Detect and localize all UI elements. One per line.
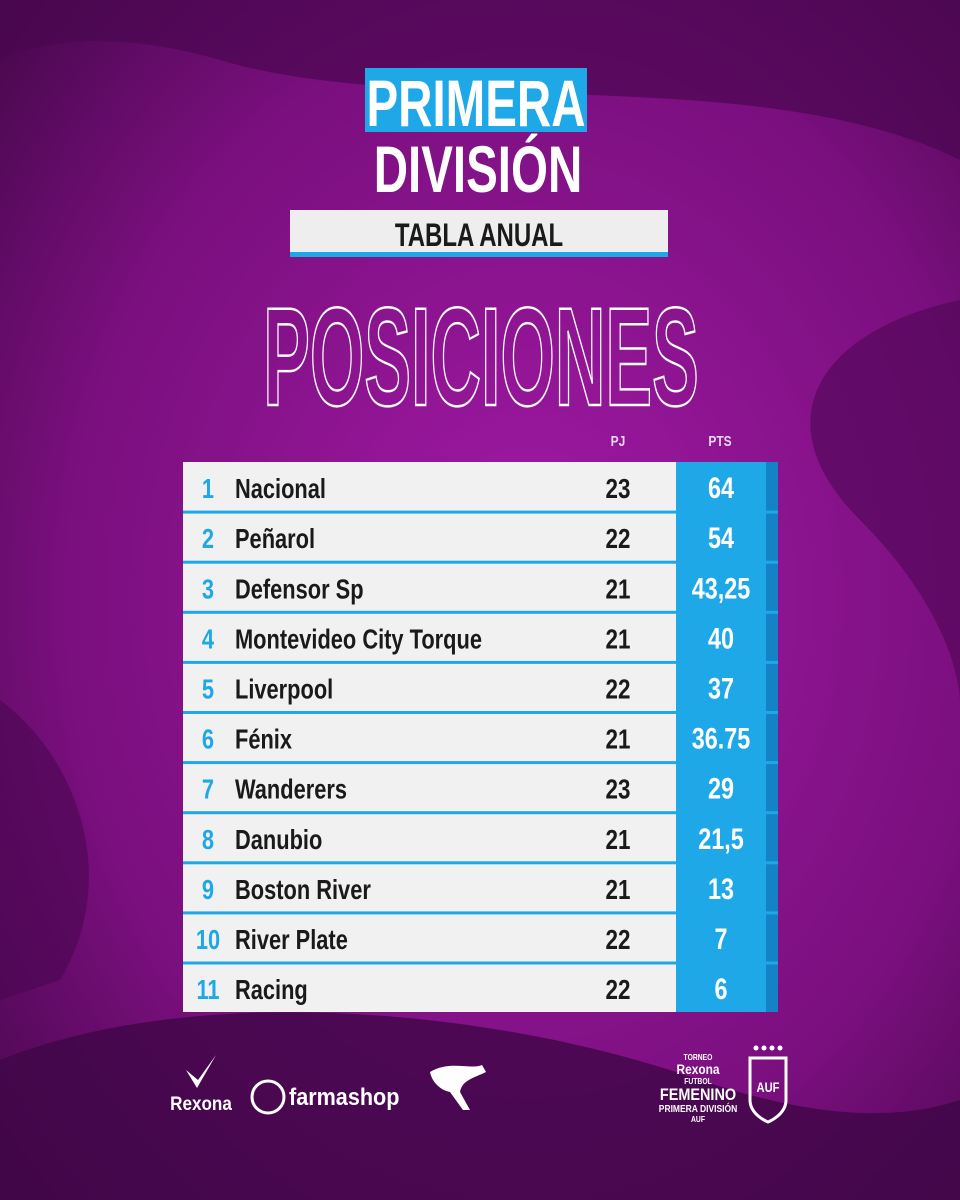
played: 21	[606, 824, 631, 855]
table-bg	[183, 462, 766, 1012]
played: 21	[606, 574, 631, 605]
team-name: Racing	[235, 975, 308, 1006]
swirl	[0, 1012, 960, 1200]
column-header: PJ	[611, 433, 626, 450]
played: 22	[606, 975, 631, 1006]
row-separator	[183, 761, 778, 765]
team-name: Boston River	[235, 874, 371, 905]
points: 54	[708, 521, 734, 554]
star	[777, 1045, 783, 1051]
column-header: PTS	[708, 433, 731, 450]
row-separator	[183, 711, 778, 714]
played: 21	[606, 624, 631, 655]
position: 9	[202, 874, 214, 905]
row-separator	[183, 610, 778, 614]
farmashop-icon	[250, 1079, 286, 1115]
title-box	[365, 68, 587, 132]
row-separator	[183, 660, 778, 664]
team-name: Liverpool	[235, 674, 333, 705]
position: 10	[196, 924, 220, 955]
position: 4	[202, 624, 214, 655]
row-separator	[183, 861, 778, 865]
position: 1	[202, 474, 214, 505]
subtitle-box	[290, 210, 668, 256]
federation: AUF	[757, 1080, 780, 1095]
league-logo-text: TORNEO	[684, 1052, 713, 1062]
team-name: Montevideo City Torque	[235, 624, 482, 655]
played: 23	[606, 774, 631, 805]
team-name: Defensor Sp	[235, 574, 364, 605]
row-separator	[183, 811, 778, 815]
league-logo-text: FUTBOL	[684, 1076, 712, 1086]
sponsor: Rexona	[170, 1093, 233, 1114]
points: 64	[708, 471, 734, 504]
subtitle: TABLA ANUAL	[395, 217, 563, 253]
position: 6	[202, 724, 214, 755]
points: 7	[714, 922, 727, 955]
position: 8	[202, 824, 214, 855]
points: 36.75	[692, 722, 751, 755]
position: 7	[202, 774, 214, 805]
points: 40	[708, 622, 734, 655]
league-logo-text: Rexona	[677, 1061, 721, 1077]
team-name: River Plate	[235, 924, 348, 955]
swirl	[810, 300, 960, 700]
team-name: Nacional	[235, 474, 326, 505]
played: 21	[606, 724, 631, 755]
star	[753, 1045, 759, 1051]
pts-edge	[766, 462, 778, 1012]
subtitle-underline	[290, 252, 668, 257]
points: 37	[708, 672, 734, 705]
league-logo-text: PRIMERA DIVISIÓN	[659, 1102, 738, 1114]
league-logo-text: AUF	[691, 1114, 705, 1124]
row-separator	[183, 510, 778, 514]
league-logo-text: FEMENINO	[660, 1086, 736, 1104]
points: 13	[708, 872, 734, 905]
pts-column	[676, 462, 766, 1012]
points: 29	[708, 772, 734, 805]
position: 5	[202, 674, 214, 705]
played: 23	[606, 474, 631, 505]
section-title: POSICIONES	[263, 280, 699, 436]
team-name: Wanderers	[235, 774, 347, 805]
team-name: Danubio	[235, 824, 322, 855]
row-separator	[183, 911, 778, 915]
points: 21,5	[698, 822, 744, 855]
played: 22	[606, 524, 631, 555]
title-line1: PRIMERA	[366, 67, 585, 140]
sponsor: farmashop	[289, 1083, 399, 1110]
title-line2: DIVISIÓN	[374, 133, 583, 206]
played: 21	[606, 875, 631, 906]
row-separator	[183, 560, 778, 564]
points: 43,25	[692, 571, 751, 604]
played: 22	[606, 674, 631, 705]
puma-logo	[430, 1065, 486, 1110]
position: 3	[202, 574, 214, 605]
team-name: Fénix	[235, 724, 292, 755]
points: 6	[714, 972, 727, 1005]
star	[761, 1045, 767, 1051]
position: 2	[202, 524, 214, 555]
rexona-check	[186, 1055, 216, 1088]
swirl	[0, 700, 89, 1000]
position: 11	[196, 975, 219, 1006]
star	[769, 1045, 775, 1051]
played: 22	[606, 925, 631, 956]
row-separator	[183, 961, 778, 965]
auf-shield	[748, 1056, 788, 1124]
team-name: Peñarol	[235, 524, 315, 555]
